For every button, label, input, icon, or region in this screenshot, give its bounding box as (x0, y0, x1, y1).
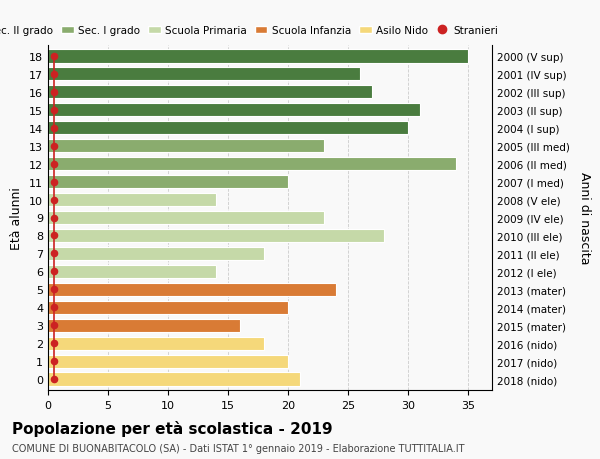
Point (49, 107, 59, 114)
Bar (48, 175, 288, 189)
Bar (48, 86, 372, 99)
Bar (48, 247, 264, 261)
Bar (48, 373, 300, 386)
Bar (48, 157, 456, 171)
Bar (48, 229, 384, 243)
Y-axis label: Età alunni: Età alunni (10, 187, 23, 249)
Bar (48, 265, 216, 279)
Bar (48, 140, 324, 153)
Point (49, 161, 59, 168)
Point (49, 71, 59, 78)
Bar (48, 355, 288, 368)
Bar (48, 50, 468, 63)
Bar (48, 122, 408, 135)
Point (49, 304, 59, 311)
Point (49, 376, 59, 383)
Bar (48, 283, 336, 297)
Point (49, 143, 59, 150)
Point (49, 214, 59, 222)
Point (49, 89, 59, 96)
Point (49, 340, 59, 347)
Text: COMUNE DI BUONABITACOLO (SA) - Dati ISTAT 1° gennaio 2019 - Elaborazione TUTTITA: COMUNE DI BUONABITACOLO (SA) - Dati ISTA… (12, 443, 464, 453)
Bar (48, 319, 240, 332)
Legend: Sec. II grado, Sec. I grado, Scuola Primaria, Scuola Infanzia, Asilo Nido, Stran: Sec. II grado, Sec. I grado, Scuola Prim… (0, 22, 502, 40)
Point (49, 286, 59, 293)
Point (49, 53, 59, 60)
Bar (48, 193, 216, 207)
Point (49, 125, 59, 132)
Point (49, 232, 59, 240)
Point (49, 196, 59, 204)
Point (49, 358, 59, 365)
Point (49, 268, 59, 275)
Bar (48, 68, 360, 81)
Bar (48, 337, 264, 350)
Bar (48, 211, 324, 225)
Text: Popolazione per età scolastica - 2019: Popolazione per età scolastica - 2019 (12, 420, 332, 436)
Point (49, 250, 59, 257)
Bar (48, 301, 288, 314)
Point (49, 179, 59, 186)
Y-axis label: Anni di nascita: Anni di nascita (578, 172, 591, 264)
Bar (48, 104, 420, 117)
Point (49, 322, 59, 329)
